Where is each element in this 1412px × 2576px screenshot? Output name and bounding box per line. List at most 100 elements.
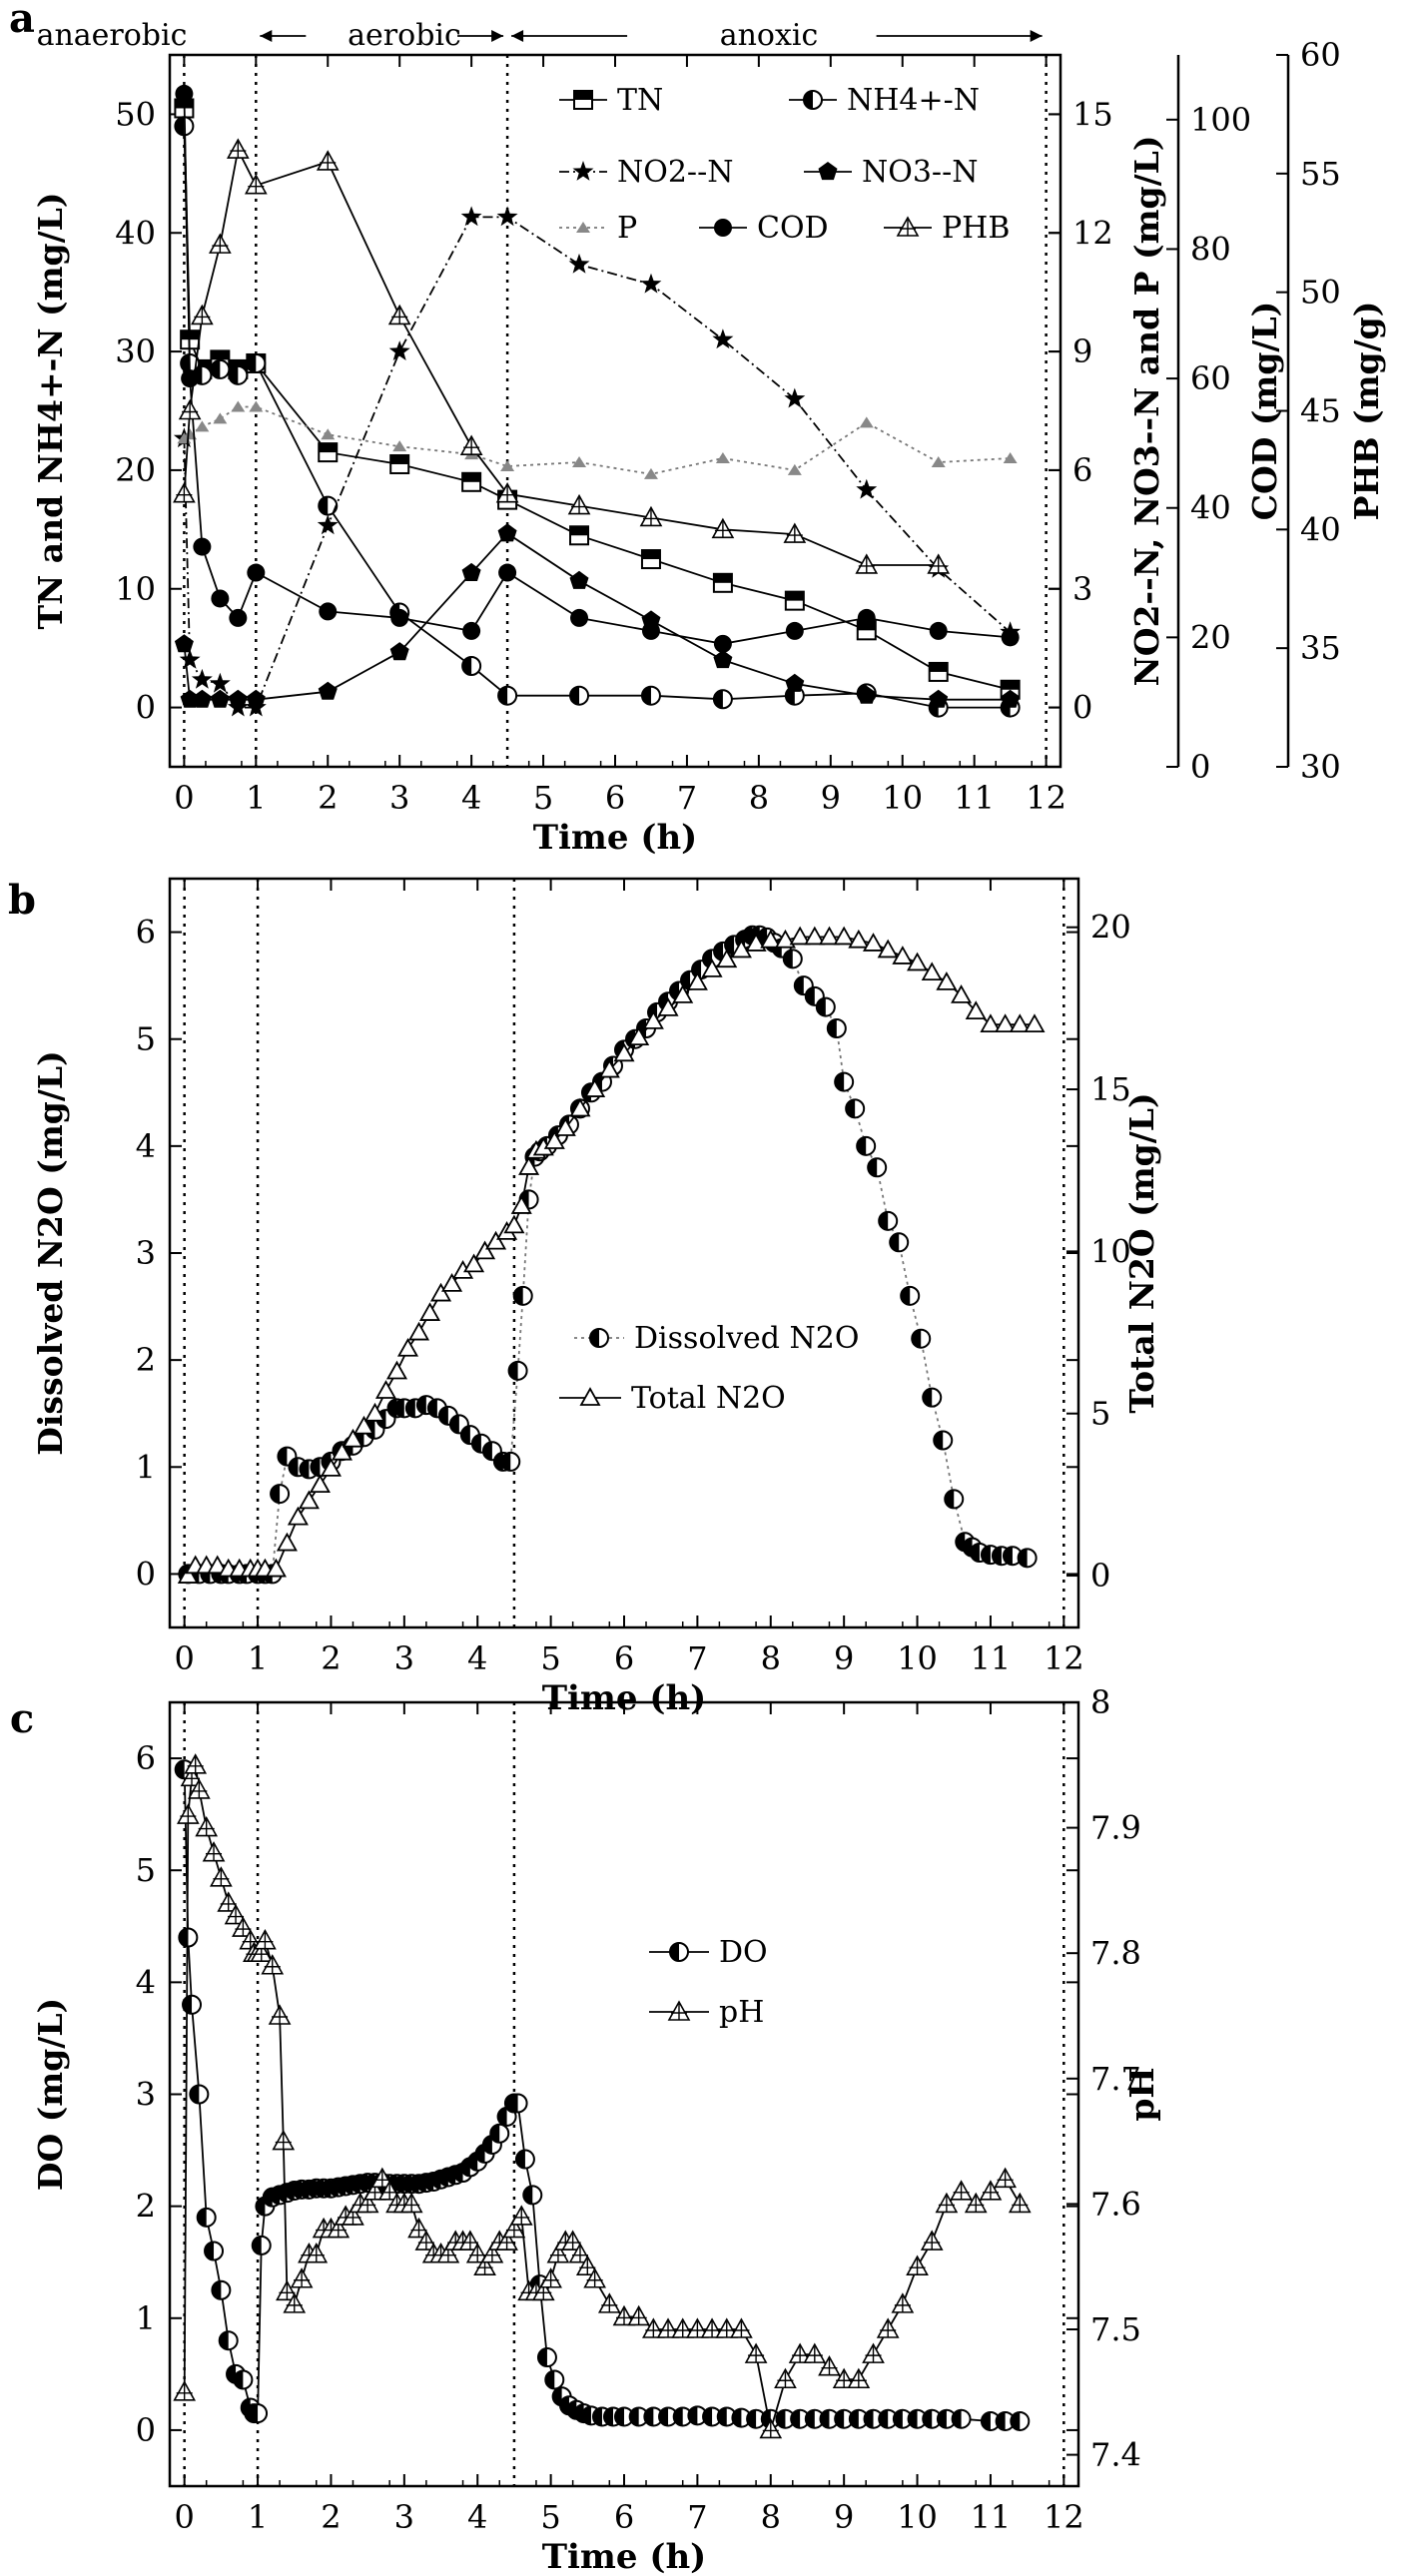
data-point — [388, 340, 410, 360]
data-point-fill — [820, 2409, 830, 2428]
x-tick-label: 3 — [394, 2498, 414, 2536]
legend-marker-fill — [804, 91, 813, 109]
data-point-fill — [247, 353, 257, 372]
data-point — [309, 1474, 331, 1494]
y-tick-label-left: 40 — [115, 214, 156, 252]
data-point-fill — [827, 1019, 837, 1037]
y-tick-label-r1: 6 — [1072, 451, 1092, 489]
data-point-cross — [235, 1920, 252, 1937]
legend-label: P — [617, 211, 637, 246]
data-point-fill — [427, 1399, 437, 1418]
x-tick-label: 7 — [677, 779, 697, 817]
data-point-cross — [513, 2208, 530, 2225]
legend-label: TN — [617, 83, 663, 118]
data-point-cross — [642, 509, 659, 526]
data-point-cross — [982, 2183, 999, 2200]
data-point-cross — [762, 2421, 779, 2438]
data-point-fill — [293, 2180, 303, 2199]
data-point — [497, 523, 517, 542]
data-point-cross — [689, 2321, 706, 2337]
data-point — [363, 1402, 386, 1422]
y-tick-label-r1: 12 — [1072, 214, 1113, 252]
data-point — [177, 1565, 199, 1584]
data-point-fill — [513, 1286, 523, 1305]
data-point-fill — [175, 117, 185, 136]
data-point-cross — [645, 2321, 662, 2337]
y-tick-label-r1: 3 — [1072, 570, 1092, 608]
data-point — [1003, 452, 1018, 464]
data-point — [859, 416, 874, 428]
arrow-aerobic-right-head — [491, 30, 504, 42]
data-point-fill — [351, 2175, 360, 2194]
data-point — [774, 929, 796, 949]
data-point — [848, 929, 870, 949]
series-line — [183, 405, 1011, 475]
data-point-cross — [182, 402, 199, 419]
data-point-fill — [416, 1396, 426, 1415]
legend-marker — [576, 222, 590, 233]
data-point-cross — [403, 2196, 420, 2213]
data-point-fill — [835, 2409, 845, 2428]
x-tick-label: 4 — [467, 2498, 487, 2536]
legend-label: PHB — [942, 211, 1010, 246]
data-point — [745, 933, 767, 952]
data-point — [715, 452, 730, 464]
data-point — [613, 1042, 635, 1062]
data-point-fill — [893, 2409, 903, 2428]
x-tick-label: 3 — [389, 779, 409, 817]
x-tick-label: 1 — [246, 779, 266, 817]
y-tick-label-left: 3 — [136, 1234, 156, 1272]
panel-letter: b — [8, 877, 36, 924]
panel-letter: c — [10, 1695, 34, 1742]
x-tick-label: 5 — [540, 2498, 560, 2536]
data-point-cross — [461, 2234, 478, 2251]
x-tick-label: 7 — [687, 2498, 707, 2536]
data-point — [213, 412, 228, 424]
x-axis-label: Time (h) — [533, 818, 698, 858]
series-line — [188, 934, 1028, 1576]
x-tick-label: 2 — [321, 2498, 341, 2536]
data-point-fill — [319, 496, 329, 515]
x-tick-label: 8 — [749, 779, 769, 817]
data-point — [331, 1441, 353, 1461]
data-point — [787, 463, 802, 475]
x-tick-label: 1 — [248, 1639, 268, 1677]
y-axis-label-r3: PHB (mg/g) — [1347, 302, 1386, 521]
data-point — [210, 689, 230, 708]
x-axis-label: Time (h) — [542, 2537, 707, 2576]
y-tick-label-left: 50 — [115, 95, 156, 133]
y-tick-label-r3: 45 — [1300, 392, 1341, 430]
data-point-fill — [681, 970, 691, 989]
x-tick-label: 2 — [318, 779, 338, 817]
y-tick-label-right: 10 — [1090, 1232, 1131, 1270]
data-point — [833, 926, 855, 946]
y-axis-label-left: Dissolved N2O (mg/L) — [31, 1050, 70, 1455]
data-point-fill — [747, 2409, 757, 2428]
y-tick-label-right: 15 — [1090, 1070, 1131, 1108]
data-point — [503, 1214, 525, 1234]
arrow-anoxic-left-head — [511, 30, 524, 42]
data-point-fill — [992, 1547, 1002, 1566]
data-point — [716, 949, 738, 968]
data-point-fill — [515, 2150, 525, 2169]
data-point-fill — [322, 2179, 332, 2198]
y-tick-label-right: 7.4 — [1090, 2436, 1141, 2474]
data-point-fill — [212, 2280, 222, 2299]
data-point-cross — [180, 1807, 197, 1824]
data-point-fill — [945, 1490, 955, 1509]
plot-frame — [168, 877, 1080, 1629]
x-tick-label: 8 — [761, 1639, 781, 1677]
data-point-cross — [997, 2171, 1014, 2188]
data-point-cross — [308, 2246, 325, 2262]
data-point-cross — [381, 2183, 398, 2200]
data-point-fill — [908, 2409, 918, 2428]
data-point-cross — [228, 1907, 245, 1924]
data-point — [785, 621, 804, 640]
x-tick-label: 0 — [174, 779, 194, 817]
data-point-fill — [278, 1447, 288, 1466]
data-point-fill — [641, 686, 651, 705]
data-point — [730, 939, 752, 959]
data-point-fill — [816, 997, 826, 1016]
x-tick-label: 11 — [954, 779, 995, 817]
y-tick-label-r3: 40 — [1300, 510, 1341, 548]
